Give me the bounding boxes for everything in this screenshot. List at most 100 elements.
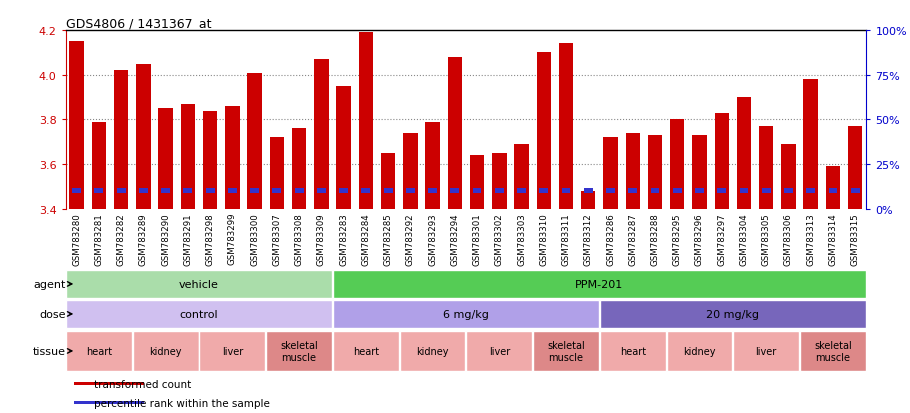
Bar [740,188,748,194]
Bar [450,188,460,194]
Text: GSM783305: GSM783305 [762,212,771,265]
Bar [428,188,437,194]
Bar [648,136,662,209]
Bar [425,122,440,209]
Text: heart: heart [353,346,379,356]
Bar [69,42,84,209]
Bar [540,188,548,194]
Bar [292,129,307,209]
Bar [206,188,215,194]
Bar [495,188,504,194]
Text: GSM783293: GSM783293 [428,212,437,265]
Bar [517,188,526,194]
Bar [74,401,144,404]
Bar [295,188,304,194]
Bar [784,188,793,194]
Bar [781,145,795,209]
Bar [603,138,618,209]
Text: GSM783310: GSM783310 [540,212,549,265]
Bar [537,53,551,209]
Bar [66,300,332,328]
Bar [600,300,866,328]
Bar [337,87,351,209]
Text: GSM783309: GSM783309 [317,212,326,265]
Bar [199,331,266,371]
Bar [848,127,863,209]
Bar [514,145,529,209]
Bar [584,188,592,194]
Text: GSM783281: GSM783281 [95,212,104,265]
Bar [448,58,462,209]
Bar [333,271,866,298]
Text: GSM783311: GSM783311 [561,212,571,265]
Text: liver: liver [755,346,777,356]
Text: GSM783289: GSM783289 [139,212,148,265]
Bar [466,331,532,371]
Bar [737,98,751,209]
Bar [406,188,415,194]
Text: GSM783284: GSM783284 [361,212,370,265]
Bar [403,133,418,209]
Bar [66,331,132,371]
Bar [559,44,573,209]
Text: tissue: tissue [33,346,66,356]
Text: GSM783286: GSM783286 [606,212,615,265]
Text: GSM783315: GSM783315 [851,212,860,265]
Text: agent: agent [34,279,66,289]
Bar [361,188,370,194]
Bar [74,382,144,385]
Bar [248,74,262,209]
Bar [606,188,615,194]
Bar [92,122,106,209]
Text: 20 mg/kg: 20 mg/kg [706,309,759,319]
Bar [116,188,126,194]
Bar [184,188,192,194]
Bar [228,188,237,194]
Text: liver: liver [489,346,510,356]
Text: GSM783300: GSM783300 [250,212,259,265]
Text: GSM783299: GSM783299 [228,212,237,265]
Text: GSM783290: GSM783290 [161,212,170,265]
Bar [133,331,198,371]
Text: GDS4806 / 1431367_at: GDS4806 / 1431367_at [66,17,211,30]
Text: skeletal
muscle: skeletal muscle [280,340,318,362]
Bar [693,136,707,209]
Bar [333,300,599,328]
Bar [266,331,332,371]
Text: GSM783294: GSM783294 [450,212,460,265]
Bar [670,120,684,209]
Bar [651,188,660,194]
Text: GSM783308: GSM783308 [295,212,304,265]
Text: GSM783292: GSM783292 [406,212,415,265]
Bar [828,188,837,194]
Bar [114,71,128,209]
Text: GSM783287: GSM783287 [628,212,637,265]
Text: GSM783314: GSM783314 [828,212,837,265]
Text: heart: heart [86,346,112,356]
Bar [800,331,866,371]
Text: GSM783306: GSM783306 [784,212,793,265]
Bar [139,188,147,194]
Bar [333,331,399,371]
Text: GSM783302: GSM783302 [495,212,504,265]
Bar [533,331,599,371]
Text: GSM783301: GSM783301 [472,212,481,265]
Text: skeletal
muscle: skeletal muscle [814,340,852,362]
Text: GSM783288: GSM783288 [651,212,660,265]
Bar [250,188,259,194]
Bar [136,64,150,209]
Bar [399,331,466,371]
Bar [203,111,217,209]
Text: GSM783295: GSM783295 [672,212,682,265]
Bar [72,188,81,194]
Bar [804,80,818,209]
Bar [66,271,332,298]
Bar [180,104,195,209]
Text: GSM783298: GSM783298 [206,212,215,265]
Bar [161,188,170,194]
Bar [581,192,595,209]
Bar [714,114,729,209]
Bar [825,167,840,209]
Text: heart: heart [620,346,646,356]
Text: GSM783285: GSM783285 [383,212,392,265]
